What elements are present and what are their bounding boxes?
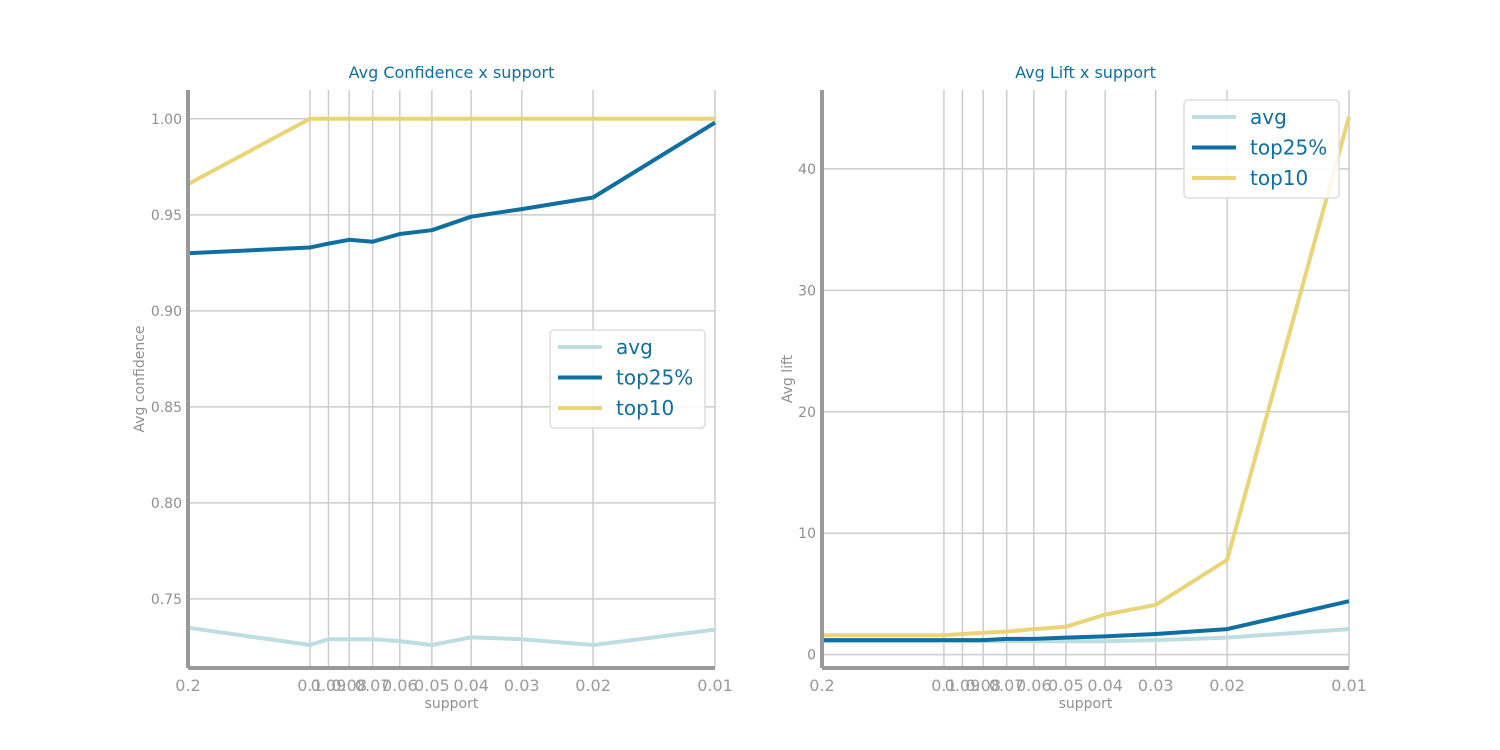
y-tick-label: 10 (798, 526, 816, 542)
x-tick-label: 0.01 (1331, 676, 1367, 695)
legend-box (1183, 99, 1340, 199)
x-tick-label: 0.09 (311, 676, 347, 695)
x-tick-label: 0.04 (453, 676, 489, 695)
x-tick-label: 0.08 (965, 676, 1001, 695)
x-tick-label: 0.2 (809, 676, 834, 695)
x-tick-label: 0.2 (175, 676, 200, 695)
legend-label: top10 (616, 396, 674, 420)
chart-title: Avg Lift x support (1015, 63, 1156, 82)
x-axis-label: support (425, 696, 479, 712)
y-tick-label: 0.75 (151, 592, 182, 608)
x-tick-label: 0.06 (1016, 676, 1052, 695)
x-tick-label: 0.03 (504, 676, 540, 695)
legend-label: top25% (616, 366, 693, 390)
legend-label: top25% (1250, 136, 1327, 160)
y-tick-label: 0 (807, 648, 816, 664)
y-tick-label: 1.00 (151, 112, 182, 128)
legend-label: top10 (1250, 166, 1308, 190)
legend: avg top25% top10 (1183, 99, 1340, 199)
y-tick-label: 0.85 (151, 400, 182, 416)
y-axis-label: Avg confidence (132, 325, 148, 432)
series-line-top25pct (822, 599, 1350, 643)
x-tick-label: 0.05 (1048, 676, 1084, 695)
x-tick-label: 0.07 (355, 676, 391, 695)
y-tick-label: 30 (798, 283, 816, 299)
x-tick-label: 0.07 (989, 676, 1025, 695)
x-tick-label: 0.09 (945, 676, 981, 695)
chart-panel-1: 0.750.800.850.900.951.000.2 0.10.090.080.… (132, 63, 733, 712)
x-tick-label: 0.01 (697, 676, 733, 695)
x-tick-label: 0.1 (297, 676, 322, 695)
y-tick-label: 0.80 (151, 496, 182, 512)
x-tick-label: 0.04 (1087, 676, 1123, 695)
y-tick-label: 20 (798, 405, 816, 421)
legend-box (549, 329, 706, 429)
y-tick-label: 40 (798, 162, 816, 178)
x-axis-label: support (1059, 696, 1113, 712)
x-tick-label: 0.02 (575, 676, 611, 695)
legend: avg top25% top10 (549, 329, 706, 429)
series-line-top10 (822, 116, 1351, 638)
chart-panel-2: 0 10 20 30 40 0.2 0.10.090.080.070.060.05 0.04 0… (780, 63, 1367, 712)
series-line-top10 (187, 116, 715, 186)
chart-title: Avg Confidence x support (349, 63, 555, 82)
x-tick-label: 0.08 (331, 676, 367, 695)
series-line-top25pct (187, 120, 717, 256)
x-tick-label: 0.02 (1209, 676, 1245, 695)
legend-label: avg (1250, 105, 1287, 129)
legend-label: avg (616, 335, 653, 359)
y-tick-label: 0.90 (151, 304, 182, 320)
x-tick-label: 0.1 (931, 676, 956, 695)
x-tick-label: 0.05 (414, 676, 450, 695)
y-axis-label: Avg lift (780, 354, 796, 403)
x-tick-label: 0.06 (382, 676, 418, 695)
y-tick-label: 0.95 (151, 208, 182, 224)
series-line-avg (187, 625, 716, 647)
x-tick-label: 0.03 (1138, 676, 1174, 695)
